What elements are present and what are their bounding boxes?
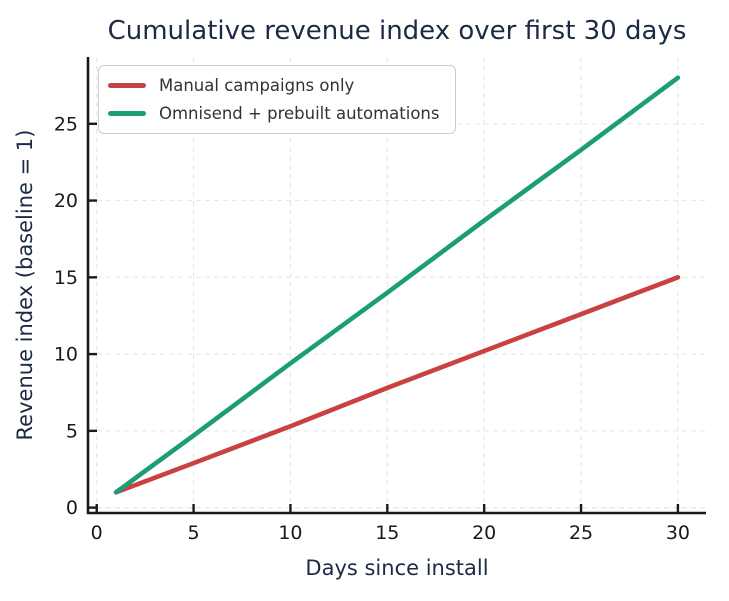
legend-item-manual: Manual campaigns only bbox=[108, 76, 439, 95]
legend-item-omnisend: Omnisend + prebuilt automations bbox=[108, 104, 439, 123]
omnisend-line-swatch bbox=[108, 111, 146, 116]
y-axis-label: Revenue index (baseline = 1) bbox=[13, 129, 37, 441]
svg-text:0: 0 bbox=[66, 497, 78, 519]
svg-text:10: 10 bbox=[278, 522, 302, 544]
tick-labels: 0 5 10 15 20 25 30 0 5 10 15 20 25 bbox=[54, 113, 690, 544]
series-line-0 bbox=[113, 275, 681, 495]
svg-text:15: 15 bbox=[54, 267, 78, 289]
legend-label-manual: Manual campaigns only bbox=[159, 76, 355, 95]
legend: Manual campaigns only Omnisend + prebuil… bbox=[98, 65, 457, 134]
axis-spines bbox=[86, 57, 706, 515]
manual-line-swatch bbox=[108, 83, 146, 88]
svg-text:5: 5 bbox=[188, 522, 200, 544]
svg-text:5: 5 bbox=[66, 420, 78, 442]
chart-title: Cumulative revenue index over first 30 d… bbox=[107, 16, 687, 46]
x-axis-label: Days since install bbox=[305, 556, 489, 580]
svg-text:25: 25 bbox=[54, 113, 78, 135]
svg-text:20: 20 bbox=[472, 522, 496, 544]
svg-text:25: 25 bbox=[569, 522, 593, 544]
svg-text:0: 0 bbox=[91, 522, 103, 544]
svg-text:30: 30 bbox=[666, 522, 690, 544]
svg-text:15: 15 bbox=[375, 522, 399, 544]
svg-text:20: 20 bbox=[54, 190, 78, 212]
ticks bbox=[88, 122, 680, 513]
legend-label-omnisend: Omnisend + prebuilt automations bbox=[159, 104, 440, 123]
series-line-1 bbox=[113, 75, 681, 495]
svg-text:10: 10 bbox=[54, 344, 78, 366]
